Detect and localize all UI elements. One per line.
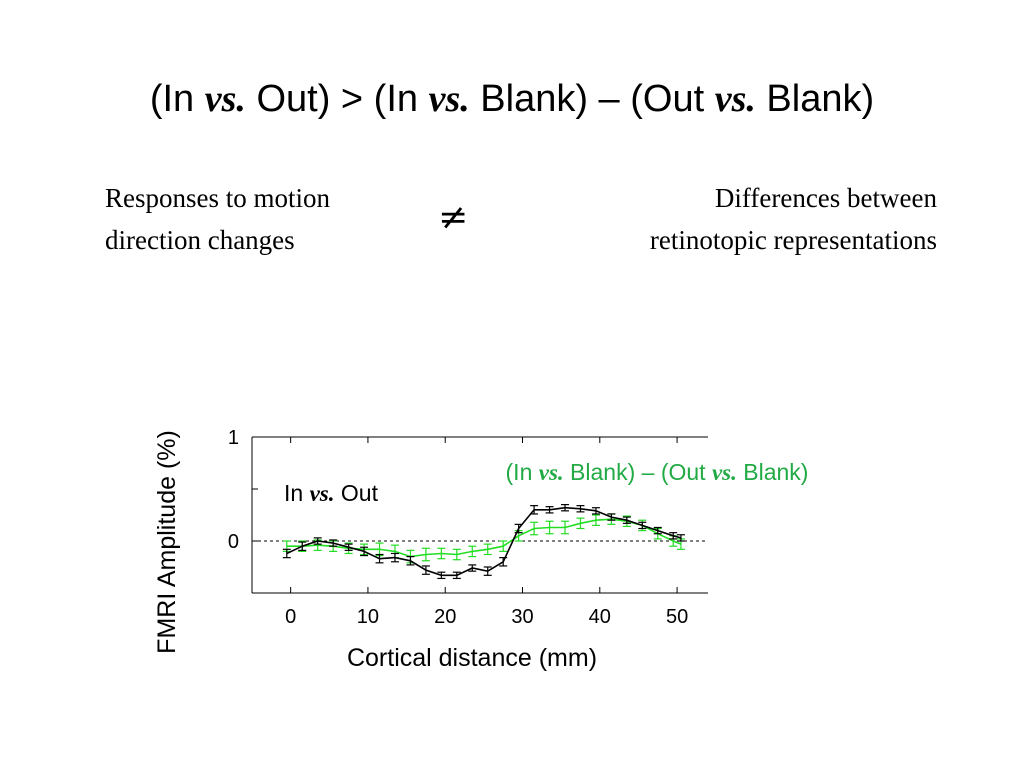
series-line-1 xyxy=(286,518,682,558)
title-vs: vs. xyxy=(428,78,470,120)
annotation-part: (In xyxy=(506,459,539,485)
x-axis-label: Cortical distance (mm) xyxy=(347,644,597,672)
x-tick-label: 0 xyxy=(285,606,296,628)
y-tick-label: 0 xyxy=(228,531,239,553)
annotation-part: vs. xyxy=(539,460,564,485)
x-tick-label: 40 xyxy=(589,606,611,628)
y-tick-label: 1 xyxy=(228,427,239,449)
slide-title: (In vs. Out) > (In vs. Blank) – (Out vs.… xyxy=(0,72,1024,126)
x-tick-label: 50 xyxy=(666,606,688,628)
annotation-difference: (In vs. Blank) – (Out vs. Blank) xyxy=(506,459,809,485)
annotation-part: Out xyxy=(335,480,379,506)
annotation-part: Blank) xyxy=(737,459,809,485)
title-part: Blank) – (Out xyxy=(469,78,715,120)
left-note-line: direction changes xyxy=(105,225,295,255)
annotation-part: Blank) – (Out xyxy=(564,459,712,485)
title-vs: vs. xyxy=(204,78,246,120)
annotation-part: In xyxy=(284,480,310,506)
series-line-0 xyxy=(286,506,682,577)
title-vs: vs. xyxy=(714,78,756,120)
title-part: (In xyxy=(149,78,205,120)
left-note: Responses to motion direction changes xyxy=(105,177,330,261)
y-axis-label: FMRI Amplitude (%) xyxy=(153,430,181,654)
annotation-in-vs-out: In vs. Out xyxy=(284,480,379,506)
x-tick-label: 10 xyxy=(357,606,379,628)
left-note-line: Responses to motion xyxy=(105,183,331,213)
x-tick-label: 30 xyxy=(511,606,533,628)
right-note-line: retinotopic representations xyxy=(649,225,937,255)
title-part: Out) > (In xyxy=(245,78,429,120)
right-note: Differences between retinotopic represen… xyxy=(650,177,937,261)
x-tick-label: 20 xyxy=(434,606,456,628)
right-note-line: Differences between xyxy=(714,183,937,213)
annotation-part: vs. xyxy=(310,481,335,506)
not-equal-symbol: ≠ xyxy=(438,197,469,238)
annotation-part: vs. xyxy=(712,460,737,485)
title-part: Blank) xyxy=(755,78,875,120)
